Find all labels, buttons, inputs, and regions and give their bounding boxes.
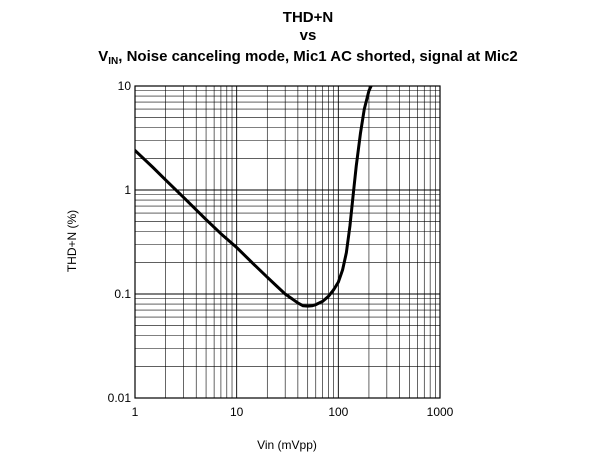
subtitle-v: V (98, 48, 108, 65)
subtitle-sub: IN (108, 56, 118, 67)
y-tick-labels: 0.01 0.1 1 10 (108, 79, 132, 405)
x-tick-label: 10 (230, 405, 244, 419)
plot-frame (134, 85, 441, 399)
grid-major (134, 85, 441, 399)
y-tick-label: 1 (124, 183, 131, 197)
x-axis-label: Vin (mVpp) (257, 438, 317, 452)
x-tick-label: 1 (132, 405, 139, 419)
grid-minor (135, 86, 440, 398)
series-line-0 (135, 86, 373, 308)
y-tick-label: 0.01 (108, 391, 132, 405)
y-axis-label: THD+N (%) (65, 210, 79, 272)
series-layer (135, 86, 373, 308)
subtitle-rest: , Noise canceling mode, Mic1 AC shorted,… (118, 48, 518, 65)
chart-title: THD+N (283, 9, 333, 26)
chart-subtitle: VIN, Noise canceling mode, Mic1 AC short… (98, 48, 518, 67)
x-tick-labels: 1 10 100 1000 (132, 405, 454, 419)
chart-title-vs: vs (300, 27, 317, 44)
x-tick-label: 1000 (427, 405, 454, 419)
y-tick-label: 0.1 (114, 287, 131, 301)
y-tick-label: 10 (118, 79, 132, 93)
x-tick-label: 100 (328, 405, 348, 419)
